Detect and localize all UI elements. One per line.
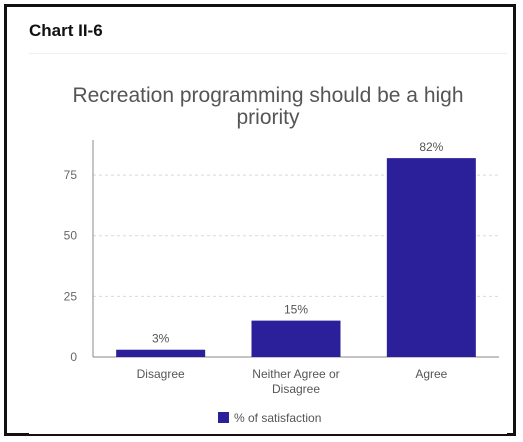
chart-title-line: Recreation programming should be a high: [72, 84, 463, 107]
x-category-label: Neither Agree or: [252, 367, 339, 381]
bar-data-label: 15%: [284, 303, 308, 317]
y-tick-label: 75: [64, 168, 78, 182]
bar: [251, 320, 341, 357]
y-tick-label: 0: [70, 350, 77, 364]
chart-panel: Recreation programming should be a high p…: [29, 53, 507, 434]
chart-header-label: Chart II-6: [29, 21, 103, 40]
y-tick-label: 25: [64, 289, 78, 303]
x-category-label: Agree: [415, 367, 447, 381]
y-tick-label: 50: [64, 229, 78, 243]
bar: [116, 349, 206, 357]
bar: [386, 158, 476, 357]
chart-frame: Chart II-6 Recreation programming should…: [4, 4, 516, 436]
legend-label: % of satisfaction: [234, 411, 321, 425]
bar-chart: Recreation programming should be a highp…: [64, 84, 499, 425]
bar-data-label: 3%: [152, 332, 170, 346]
x-category-label: Disagree: [137, 367, 185, 381]
legend-swatch: [218, 412, 229, 423]
x-category-label: Disagree: [272, 382, 320, 396]
bar-data-label: 82%: [419, 140, 443, 154]
chart-title-line: priority: [236, 106, 300, 129]
